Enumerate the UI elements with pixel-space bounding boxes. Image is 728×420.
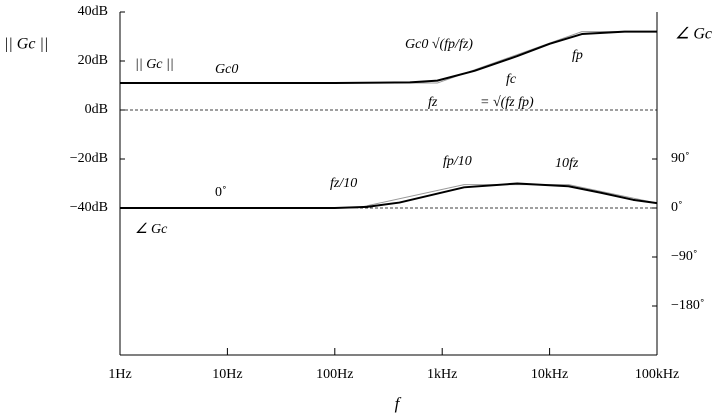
x-label: f [395,394,402,413]
annotation: fz/10 [330,176,357,191]
line-series [120,30,657,85]
line-series [120,182,658,209]
annotation: 10fz [555,156,579,171]
y-tick-label: −20dB [70,151,108,166]
annotation: fp/10 [443,154,472,169]
x-tick-label: 10kHz [531,367,568,382]
annotation: Gc0 √(fp/fz) [405,37,473,52]
annotation: || Gc || [135,57,174,72]
y2-tick-label: 90˚ [671,151,690,166]
y-tick-label: 20dB [78,53,108,68]
x-tick-label: 10Hz [212,367,242,382]
y2-tick-label: 0˚ [671,200,683,215]
x-tick-label: 100kHz [635,367,679,382]
annotation: ∠ Gc [135,222,168,237]
annotation: 0˚ [215,185,227,200]
x-tick-label: 1kHz [427,367,457,382]
annotation: fz [428,95,438,110]
x-tick-label: 100Hz [316,367,353,382]
x-tick-label: 1Hz [108,367,131,382]
y2-label: ∠ Gc [675,26,712,43]
y-tick-label: 0dB [85,102,108,117]
annotation: fc [506,72,517,87]
y-tick-label: −40dB [70,200,108,215]
y-tick-label: 40dB [78,4,108,19]
annotation: Gc0 [215,62,238,77]
annotation: = √(fz fp) [480,95,534,110]
annotation: fp [572,48,583,63]
y2-tick-label: −180˚ [671,298,705,313]
y-label: || Gc || [4,36,48,53]
y2-tick-label: −90˚ [671,249,698,264]
